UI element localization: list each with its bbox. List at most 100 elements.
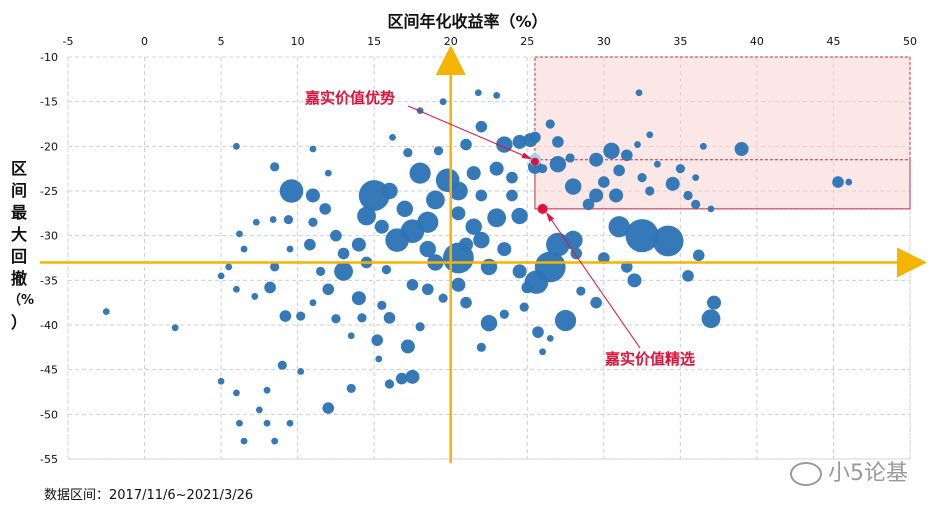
bubble xyxy=(233,142,240,150)
bubble xyxy=(487,208,507,228)
bubble xyxy=(171,324,179,332)
bubble xyxy=(383,312,396,324)
annotation-arrow xyxy=(546,212,641,349)
bubble xyxy=(417,211,439,233)
bubble xyxy=(635,89,643,97)
bubble xyxy=(637,173,647,183)
bubble xyxy=(322,283,335,296)
bubble xyxy=(707,295,722,310)
bubble xyxy=(613,164,625,177)
bubble xyxy=(347,332,355,340)
bubble xyxy=(529,131,541,144)
bubble xyxy=(381,265,392,275)
bubble xyxy=(707,205,715,213)
y-axis-label-char: ） xyxy=(10,313,27,332)
bubble xyxy=(699,142,707,150)
y-tick-label: -35 xyxy=(40,274,58,287)
bubble xyxy=(269,216,277,223)
y-axis-label-char: 撤 xyxy=(10,269,27,288)
y-tick-label: -45 xyxy=(40,364,58,377)
bubble xyxy=(608,216,630,238)
bubble xyxy=(734,142,749,157)
bubble xyxy=(460,138,472,151)
y-tick-label: -20 xyxy=(40,140,58,153)
bubble xyxy=(270,162,280,172)
bubble xyxy=(537,164,548,174)
bubble xyxy=(305,188,320,203)
bubble xyxy=(506,189,518,202)
bubble xyxy=(627,273,642,288)
x-tick-label: 50 xyxy=(903,35,917,48)
bubble xyxy=(473,231,490,249)
bubble xyxy=(563,230,583,250)
bubble xyxy=(331,314,341,324)
bubble xyxy=(351,237,366,252)
x-tick-label: 40 xyxy=(750,35,764,48)
bubble xyxy=(438,293,448,303)
bubble xyxy=(692,174,700,182)
highlight-subregion xyxy=(534,159,911,210)
bubble xyxy=(330,229,342,242)
bubble xyxy=(691,199,701,209)
x-tick-label: 25 xyxy=(520,35,534,48)
bubble xyxy=(264,281,276,294)
bubble xyxy=(357,206,376,226)
x-tick-label: 20 xyxy=(444,35,458,48)
bubble xyxy=(419,240,436,258)
bubble xyxy=(217,272,225,280)
bubble xyxy=(845,178,853,186)
bubble xyxy=(549,156,567,173)
bubble xyxy=(654,160,661,168)
bubble xyxy=(371,334,384,346)
bubble xyxy=(309,145,317,153)
bubble xyxy=(832,176,844,188)
bubble xyxy=(565,153,575,163)
bubble xyxy=(499,309,509,319)
bubble xyxy=(460,296,472,309)
bubble xyxy=(534,251,566,283)
bubble xyxy=(403,147,413,158)
bubble xyxy=(308,217,318,227)
bubble xyxy=(620,261,633,273)
bubble xyxy=(511,207,528,225)
bubble xyxy=(589,152,604,167)
bubble xyxy=(255,406,263,414)
bubble xyxy=(570,247,583,260)
y-tick-label: -55 xyxy=(40,453,58,466)
bubble xyxy=(357,313,367,323)
bubble xyxy=(475,189,488,202)
bubble xyxy=(539,348,546,356)
bubble xyxy=(240,245,248,253)
bubble xyxy=(400,339,415,354)
y-tick-label: -25 xyxy=(40,185,58,198)
bubble xyxy=(346,383,356,394)
y-axis-label-char: 间 xyxy=(10,181,27,200)
bubble xyxy=(102,308,110,315)
bubble xyxy=(251,293,259,300)
bubble xyxy=(692,249,705,262)
bubble xyxy=(279,179,304,203)
bubble xyxy=(277,360,287,370)
chat-bubble-icon xyxy=(790,462,822,486)
y-axis-label-char: （% xyxy=(8,293,35,308)
bubble xyxy=(283,214,294,225)
bubble xyxy=(316,266,326,276)
data-period-note: 数据区间：2017/11/6~2021/3/26 xyxy=(44,488,254,503)
x-tick-label: 5 xyxy=(218,35,225,48)
bubble xyxy=(506,171,518,184)
bubble xyxy=(279,310,292,322)
bubble xyxy=(554,309,577,332)
bubble xyxy=(396,200,413,218)
bubble xyxy=(358,180,390,211)
bubble xyxy=(512,134,527,149)
bubble xyxy=(545,119,555,129)
x-tick-label: 15 xyxy=(367,35,381,48)
bubble xyxy=(421,283,434,296)
bubble xyxy=(426,190,445,210)
highlight-region xyxy=(534,56,911,210)
bubble xyxy=(448,181,468,201)
bubble xyxy=(296,311,306,321)
bubble xyxy=(375,355,383,363)
bubble xyxy=(286,419,294,427)
x-tick-label: 35 xyxy=(673,35,687,48)
